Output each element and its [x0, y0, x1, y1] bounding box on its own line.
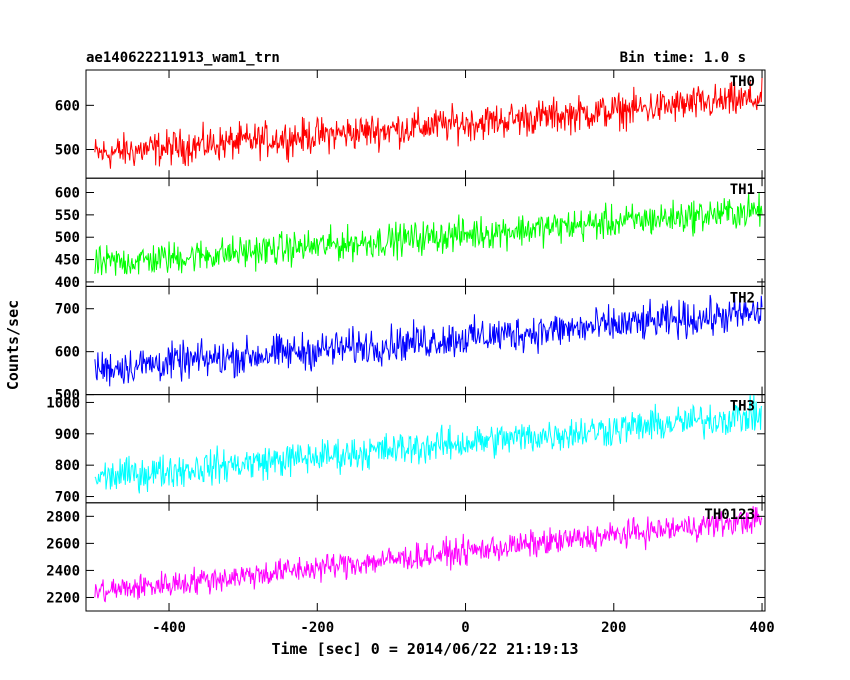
- y-tick-label: 450: [55, 253, 80, 269]
- y-tick-label: 2600: [46, 536, 80, 552]
- series-line-th2: [94, 294, 763, 387]
- series-line-th3: [94, 394, 763, 494]
- series-line-th0: [94, 76, 763, 169]
- panel-frame: [85, 502, 766, 612]
- x-axis: -400 -200 0 200 400: [152, 620, 775, 636]
- figure-title: ae140622211913_wam1_trn: [86, 50, 280, 66]
- panel-th0123: 2200 2400 2600 2800 TH0123: [46, 502, 766, 612]
- panel-th1: 400 450 500 550 600 TH1: [55, 177, 766, 291]
- panel-label: TH3: [730, 399, 755, 415]
- bin-time-label: Bin time: 1.0 s: [620, 50, 746, 66]
- y-tick-label: 550: [55, 208, 80, 224]
- panel-th0: 500 600 TH0: [55, 69, 766, 179]
- x-tick-label: 0: [461, 620, 469, 636]
- y-tick-label: 700: [55, 490, 80, 506]
- series-line-th1: [94, 192, 763, 276]
- x-axis-label: Time [sec] 0 = 2014/06/22 21:19:13: [271, 640, 578, 658]
- y-tick-label: 400: [55, 275, 80, 291]
- series-line-th0123: [94, 506, 763, 603]
- panel-label: TH1: [730, 182, 755, 198]
- panel-label: TH0123: [704, 507, 755, 523]
- y-tick-label: 600: [55, 98, 80, 114]
- y-tick-label: 1000: [46, 395, 80, 411]
- y-tick-label: 2800: [46, 509, 80, 525]
- panel-label: TH2: [730, 290, 755, 306]
- panel-th3: 700 800 900 1000 TH3: [46, 394, 766, 506]
- x-tick-label: 200: [601, 620, 626, 636]
- panel-label: TH0: [730, 74, 755, 90]
- x-tick-label: -400: [152, 620, 186, 636]
- y-axis-label: Counts/sec: [4, 300, 22, 390]
- y-tick-label: 800: [55, 458, 80, 474]
- y-tick-label: 500: [55, 142, 80, 158]
- x-tick-label: -200: [300, 620, 334, 636]
- y-tick-label: 900: [55, 427, 80, 443]
- y-tick-label: 700: [55, 302, 80, 318]
- y-tick-label: 2200: [46, 590, 80, 606]
- panel-th2: 500 600 700 TH2: [55, 285, 766, 404]
- panel-stack: 500 600 TH0 400 450 500 550 600 TH1 500 600 700 TH2 7…: [46, 69, 766, 612]
- y-tick-label: 600: [55, 345, 80, 361]
- y-tick-label: 2400: [46, 563, 80, 579]
- panel-frame: [85, 394, 766, 504]
- x-tick-label: 400: [749, 620, 774, 636]
- y-tick-label: 600: [55, 186, 80, 202]
- panel-frame: [85, 177, 766, 287]
- y-tick-label: 500: [55, 230, 80, 246]
- y-tick-label: 500: [55, 388, 80, 404]
